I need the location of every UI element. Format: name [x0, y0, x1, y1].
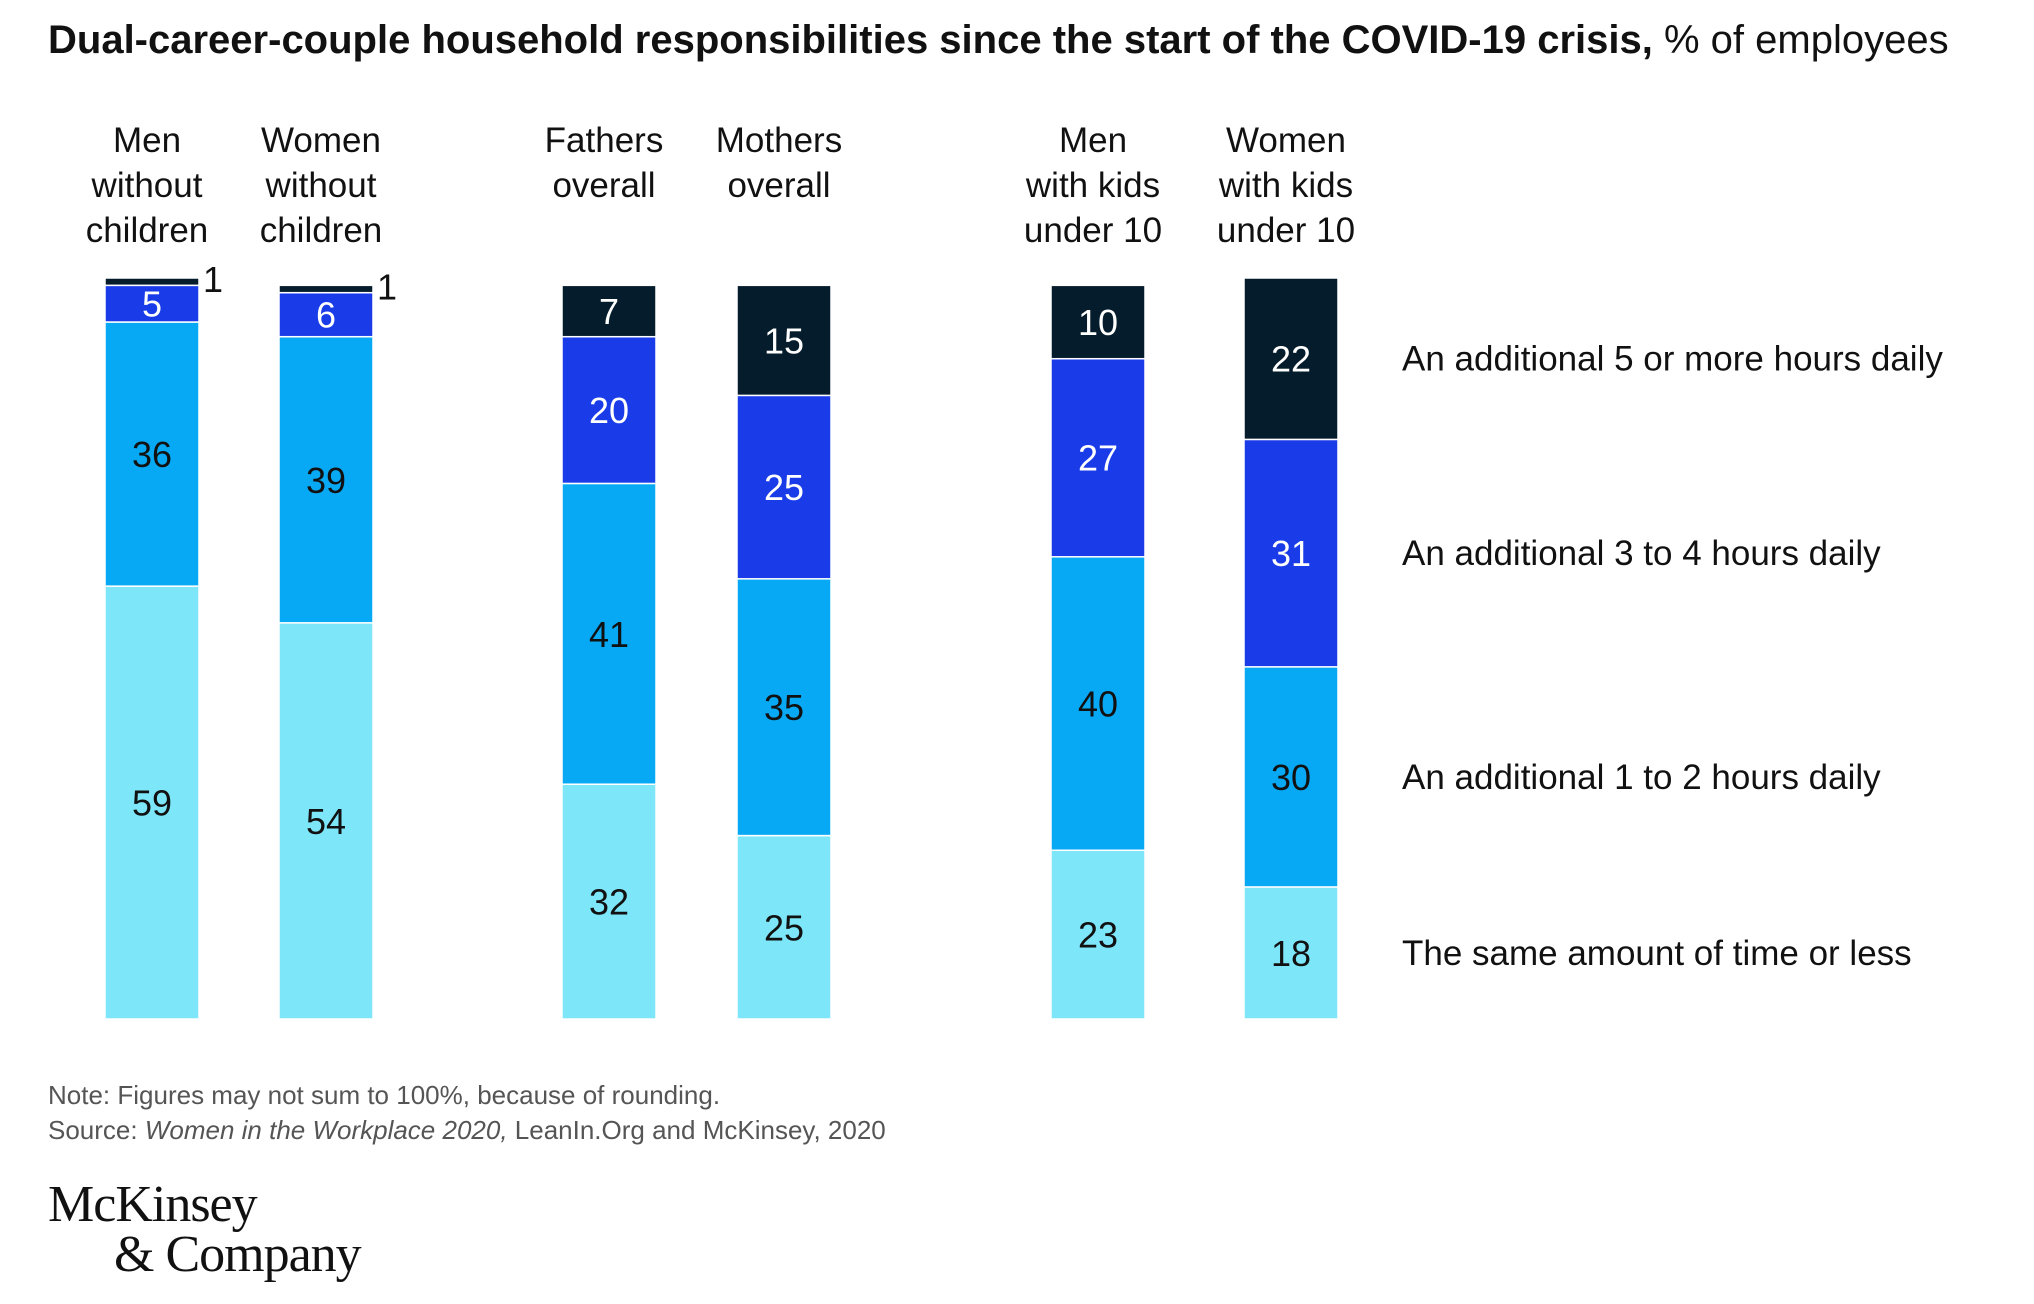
category-label-0: Men without children [86, 121, 209, 250]
bar-segment [561, 783, 657, 1020]
bar-segment [561, 335, 657, 485]
category-label-5: Women with kids under 10 [1217, 121, 1355, 250]
bar-segment [736, 394, 832, 580]
category-label-line: Men [1059, 121, 1127, 160]
bar-segment [1243, 666, 1339, 888]
bar-segment [104, 277, 200, 287]
data-label: 39 [306, 460, 346, 501]
bar-segment [278, 335, 374, 624]
category-label-line: overall [552, 166, 655, 205]
data-label: 18 [1271, 933, 1311, 974]
category-label-line: with kids [1025, 166, 1160, 205]
data-label: 32 [589, 882, 629, 923]
category-label-line: with kids [1218, 166, 1353, 205]
note-source: Source: Women in the Workplace 2020, Lea… [48, 1113, 886, 1148]
category-label-line: children [260, 211, 383, 250]
data-label: 10 [1078, 302, 1118, 343]
category-label-line: without [265, 166, 377, 205]
data-label: 15 [764, 320, 804, 361]
data-label: 25 [764, 467, 804, 508]
data-label: 25 [764, 907, 804, 948]
legend-label: An additional 3 to 4 hours daily [1402, 534, 1881, 573]
bar-segment [736, 834, 832, 1020]
bar-segment [278, 291, 374, 338]
data-label: 6 [316, 295, 336, 336]
category-label-line: Women [261, 121, 381, 160]
note-rounding: Note: Figures may not sum to 100%, becau… [48, 1080, 721, 1110]
category-label-line: Men [113, 121, 181, 160]
bar-segment [561, 284, 657, 338]
category-label-line: Mothers [716, 121, 842, 160]
chart-title: Dual-career-couple household responsibil… [48, 18, 1949, 63]
mckinsey-logo: McKinsey & Company [48, 1176, 362, 1283]
chart-title-main: Dual-career-couple household responsibil… [48, 18, 1653, 62]
category-label-line: children [86, 211, 209, 250]
data-label: 1 [377, 266, 397, 307]
bar-segment [736, 284, 832, 397]
legend-label: An additional 5 or more hours daily [1402, 340, 1943, 379]
legend-label: The same amount of time or less [1402, 934, 1912, 973]
category-label-2: Fathers overall [545, 121, 664, 205]
data-label: 7 [599, 291, 619, 332]
data-label: 54 [306, 801, 346, 842]
legend-label: An additional 1 to 2 hours daily [1402, 758, 1881, 797]
data-label: 23 [1078, 915, 1118, 956]
data-label: 5 [142, 284, 162, 325]
category-label-3: Mothers overall [716, 121, 842, 205]
source-prefix: Source: [48, 1115, 145, 1145]
bar-segment [1243, 438, 1339, 668]
category-label-line: overall [727, 166, 830, 205]
data-label: 40 [1078, 684, 1118, 725]
data-label: 1 [203, 259, 223, 300]
category-label-line: Women [1226, 121, 1346, 160]
bar-segment [104, 585, 200, 1020]
data-label: 20 [589, 390, 629, 431]
category-label-line: Fathers [545, 121, 664, 160]
bar-segment [1050, 849, 1146, 1020]
bar-segment [1243, 277, 1339, 441]
bar-segment [278, 284, 374, 294]
data-label: 36 [132, 434, 172, 475]
chart-notes: Note: Figures may not sum to 100%, becau… [48, 1078, 886, 1148]
source-publication: Women in the Workplace 2020, [144, 1115, 508, 1145]
category-label-4: Men with kids under 10 [1024, 121, 1162, 250]
data-label: 35 [764, 687, 804, 728]
bar-segment [1243, 886, 1339, 1020]
category-label-line: under 10 [1024, 211, 1162, 250]
data-label: 27 [1078, 438, 1118, 479]
data-label: 22 [1271, 339, 1311, 380]
logo-line-2: & Company [114, 1226, 362, 1283]
data-label: 30 [1271, 757, 1311, 798]
data-label: 41 [589, 614, 629, 655]
bar-segment [561, 482, 657, 785]
category-label-1: Women without children [260, 121, 383, 250]
data-label: 31 [1271, 533, 1311, 574]
logo-line-1: McKinsey [48, 1176, 258, 1233]
bar-segment [278, 622, 374, 1020]
data-label: 59 [132, 783, 172, 824]
bar-segment [1050, 357, 1146, 558]
category-label-line: without [91, 166, 203, 205]
chart-title-unit: % of employees [1664, 18, 1949, 62]
bar-segment [1050, 284, 1146, 360]
source-rest: LeanIn.Org and McKinsey, 2020 [507, 1115, 886, 1145]
category-label-line: under 10 [1217, 211, 1355, 250]
